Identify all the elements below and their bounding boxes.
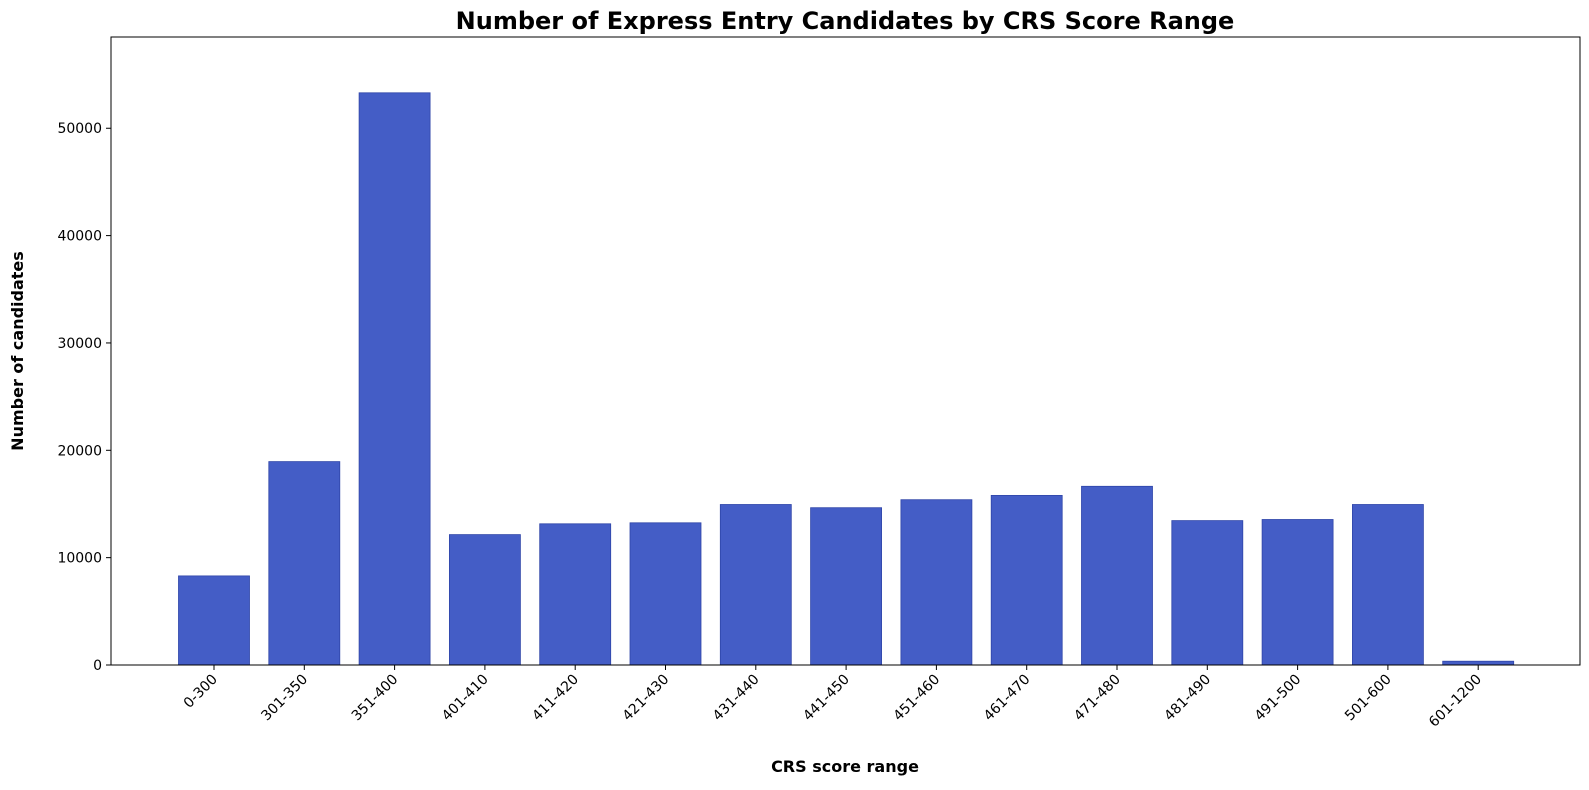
y-tick-label: 30000 <box>57 336 102 352</box>
x-tick-label: 411-420 <box>529 672 582 725</box>
x-axis-label: CRS score range <box>771 757 919 776</box>
y-tick-label: 50000 <box>57 121 102 137</box>
x-tick-label: 401-410 <box>439 672 492 725</box>
bar-411-420 <box>539 523 612 666</box>
y-tick-label: 10000 <box>57 551 102 567</box>
x-tick-label: 461-470 <box>981 672 1034 725</box>
bar-461-470 <box>990 494 1063 666</box>
x-tick-label: 431-440 <box>710 672 763 725</box>
bar-451-460 <box>900 499 973 666</box>
x-tick-label: 491-500 <box>1252 672 1305 725</box>
x-tick-label: 421-430 <box>620 672 673 725</box>
x-axis-ticks: 0-300 301-350 351-400 401-410 411-420 421-430… <box>181 665 1485 730</box>
bar-401-410 <box>448 534 521 666</box>
x-tick-label: 481-490 <box>1161 672 1214 725</box>
bars-group <box>178 92 1515 666</box>
bar-431-440 <box>719 504 792 666</box>
x-tick-label: 441-450 <box>800 672 853 725</box>
bar-601-1200 <box>1442 660 1515 666</box>
x-tick-label: 601-1200 <box>1426 672 1485 731</box>
x-tick-label: 451-460 <box>891 672 944 725</box>
bar-351-400 <box>358 92 431 666</box>
bar-421-430 <box>629 522 702 666</box>
x-tick-label: 471-480 <box>1071 672 1124 725</box>
plot-frame <box>110 36 1581 666</box>
bar-481-490 <box>1171 520 1244 666</box>
bar-301-350 <box>268 461 341 666</box>
x-tick-label: 501-600 <box>1342 672 1395 725</box>
y-tick-label: 0 <box>93 658 102 674</box>
y-axis-label: Number of candidates <box>8 251 27 451</box>
chart-title: Number of Express Entry Candidates by CR… <box>456 7 1235 35</box>
x-tick-label: 0-300 <box>181 672 221 712</box>
y-axis-ticks: 0 10000 20000 30000 40000 50000 <box>57 121 111 674</box>
x-tick-label: 301-350 <box>258 672 311 725</box>
bar-441-450 <box>810 507 882 666</box>
bar-501-600 <box>1352 504 1424 666</box>
bar-491-500 <box>1261 519 1334 666</box>
y-tick-label: 40000 <box>57 229 102 245</box>
bar-0-300 <box>178 575 250 666</box>
x-tick-label: 351-400 <box>349 672 402 725</box>
y-tick-label: 20000 <box>57 443 102 459</box>
bar-471-480 <box>1081 485 1153 666</box>
